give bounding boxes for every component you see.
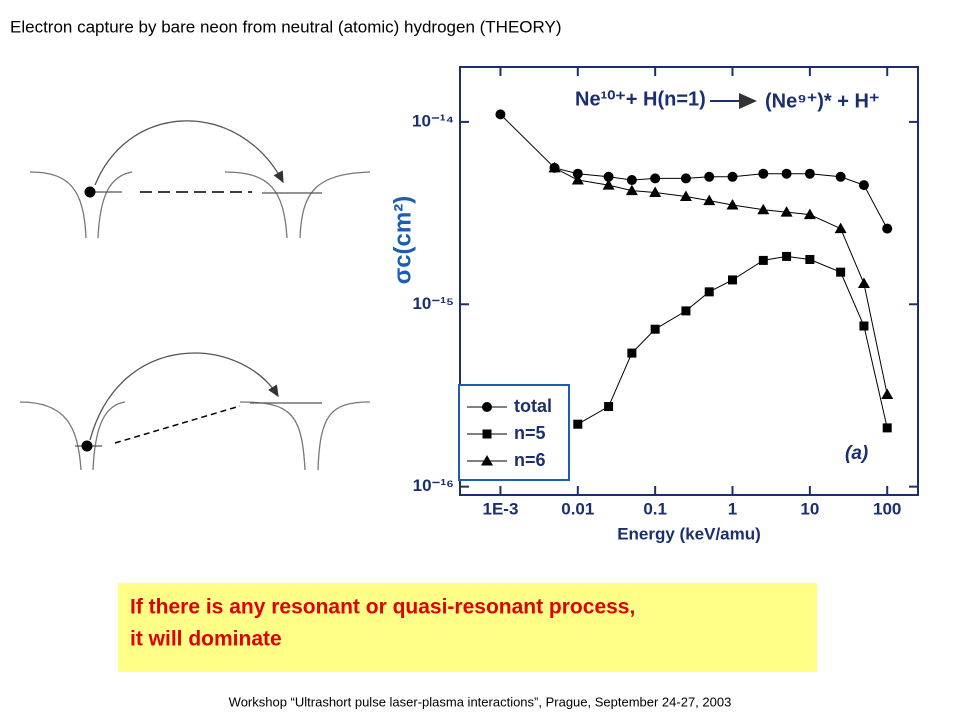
x-tick-label: 0.1 [643,499,667,518]
legend-marker [482,429,492,439]
marker [882,223,893,234]
marker [625,184,638,196]
marker [804,168,815,179]
y-tick-label: 10⁻¹⁴ [412,111,454,130]
marker [548,161,561,173]
x-tick-label: 1 [728,499,737,518]
marker [728,275,738,285]
marker [835,171,846,182]
legend-box [458,384,570,481]
marker [602,179,615,190]
x-axis-label: Energy (keV/amu) [617,524,761,543]
marker [757,203,770,215]
marker [882,423,892,433]
marker [836,267,846,277]
marker [726,199,739,210]
marker [603,171,614,182]
marker [704,287,714,297]
marker [859,321,869,331]
marker [650,173,661,184]
y-axis-label: σc(cm²) [389,196,416,284]
reaction-right: (Ne⁹⁺)* + H⁺ [765,90,880,112]
marker [649,186,662,198]
x-tick-label: 0.01 [561,499,594,518]
marker [781,168,792,179]
legend-marker [482,402,492,412]
diagram-bottom [19,352,371,471]
marker [758,255,768,265]
reaction-left: Ne¹⁰⁺+ H(n=1) [575,88,706,110]
marker [572,168,583,179]
panel-annotation: (a) [845,443,868,464]
marker [803,208,816,220]
callout-box [118,583,817,672]
marker [626,175,637,186]
y-tick-label: 10⁻¹⁶ [413,476,454,495]
marker [703,194,716,206]
marker [727,171,738,182]
marker [782,251,792,261]
x-tick-label: 10 [800,499,819,518]
marker [650,324,660,334]
callout-line: If there is any resonant or quasi-resona… [130,596,635,619]
marker [780,206,793,217]
diagram-top [29,120,371,239]
marker [627,348,637,358]
marker [834,222,847,234]
plot-frame [459,66,919,496]
marker [858,180,869,191]
legend-marker [481,455,493,466]
legend-label: n=6 [514,450,546,470]
marker [805,255,815,265]
slide-title: Electron capture by bare neon from neutr… [10,17,562,36]
y-tick-label: 10⁻¹⁵ [412,294,454,313]
marker [681,306,691,316]
marker [881,388,894,400]
marker [679,190,692,201]
marker [704,171,715,182]
marker [495,109,506,120]
legend-label: n=5 [514,423,546,443]
marker [758,168,769,179]
callout-line: it will dominate [130,628,282,651]
marker [571,174,584,185]
marker [604,402,614,412]
series-line [554,167,888,395]
marker [857,277,870,288]
marker [680,173,691,184]
plot: Ne¹⁰⁺+ H(n=1) (Ne⁹⁺)* + H⁺ (a) Energy (k… [389,66,919,543]
legend-label: total [514,396,552,416]
marker [573,419,583,429]
x-tick-label: 1E-3 [482,499,518,518]
footer: Workshop “Ultrashort pulse laser-plasma … [229,694,732,709]
x-tick-label: 100 [873,499,901,518]
